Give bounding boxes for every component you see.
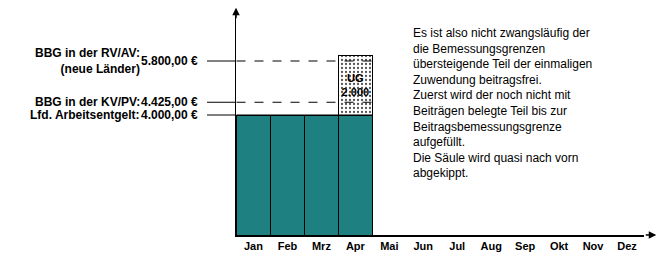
- svg-text:UG2.000: UG2.000: [342, 72, 370, 98]
- svg-text:5.800,00 €: 5.800,00 €: [141, 54, 198, 68]
- svg-text:Mai: Mai: [380, 240, 398, 252]
- svg-text:4.000,00 €: 4.000,00 €: [141, 108, 198, 122]
- svg-text:Jul: Jul: [449, 240, 465, 252]
- svg-text:Okt: Okt: [550, 240, 569, 252]
- svg-text:BBG in der KV/PV:: BBG in der KV/PV:: [35, 95, 140, 109]
- svg-text:Jan: Jan: [244, 240, 263, 252]
- svg-text:Sep: Sep: [515, 240, 535, 252]
- svg-text:Jun: Jun: [413, 240, 433, 252]
- svg-text:Apr: Apr: [346, 240, 366, 252]
- svg-text:Nov: Nov: [583, 240, 605, 252]
- svg-text:Lfd. Arbeitsentgelt:: Lfd. Arbeitsentgelt:: [30, 108, 140, 122]
- svg-text:BBG in der RV/AV:(neue Länder): BBG in der RV/AV:(neue Länder): [35, 46, 140, 76]
- svg-text:Feb: Feb: [278, 240, 298, 252]
- svg-text:Dez: Dez: [617, 240, 637, 252]
- svg-text:Es ist also nicht zwangsläufig: Es ist also nicht zwangsläufig derdie Be…: [413, 26, 592, 180]
- svg-text:Mrz: Mrz: [312, 240, 331, 252]
- svg-text:Aug: Aug: [480, 240, 501, 252]
- svg-text:4.425,00 €: 4.425,00 €: [141, 95, 198, 109]
